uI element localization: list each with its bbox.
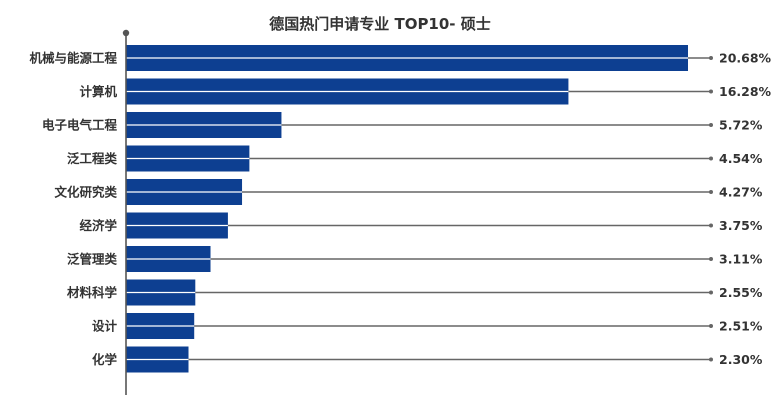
leader-dot — [709, 357, 713, 362]
category-label: 泛管理类 — [67, 252, 118, 267]
value-label: 2.51% — [719, 319, 763, 334]
category-label: 计算机 — [79, 84, 117, 99]
category-label: 机械与能源工程 — [29, 51, 117, 66]
category-label: 化学 — [92, 352, 118, 367]
value-label: 2.30% — [719, 352, 763, 367]
value-label: 3.75% — [719, 218, 763, 233]
value-labels: 20.68% 16.28% 5.72% 4.54% 4.27% 3.75% 3.11% 2.5… — [719, 51, 772, 368]
leader-dot — [709, 56, 713, 60]
value-label: 2.55% — [719, 285, 763, 300]
leader-dot — [709, 257, 713, 261]
value-label: 20.68% — [719, 51, 772, 66]
leader-dot — [709, 123, 713, 127]
category-label: 电子电气工程 — [42, 118, 118, 133]
category-label: 文化研究类 — [54, 185, 117, 200]
category-label: 泛工程类 — [67, 151, 118, 166]
leader-dot — [709, 290, 713, 295]
leader-dot — [709, 89, 713, 94]
leader-dot — [709, 190, 713, 194]
y-axis-dot — [122, 29, 130, 37]
chart-title: 德国热门申请专业 TOP10- 硕士 — [269, 15, 491, 33]
value-label: 16.28% — [719, 84, 772, 99]
value-label: 5.72% — [719, 118, 763, 133]
leader-dot — [709, 223, 713, 228]
leader-dot — [709, 156, 713, 161]
value-label: 4.54% — [719, 151, 763, 166]
category-label: 经济学 — [79, 218, 117, 233]
bars — [126, 45, 688, 373]
category-label: 材料科学 — [66, 285, 118, 300]
value-label: 4.27% — [719, 185, 763, 200]
leader-dot — [709, 324, 713, 328]
y-axis — [122, 29, 130, 395]
value-label: 3.11% — [719, 252, 763, 267]
category-label: 设计 — [92, 319, 118, 334]
